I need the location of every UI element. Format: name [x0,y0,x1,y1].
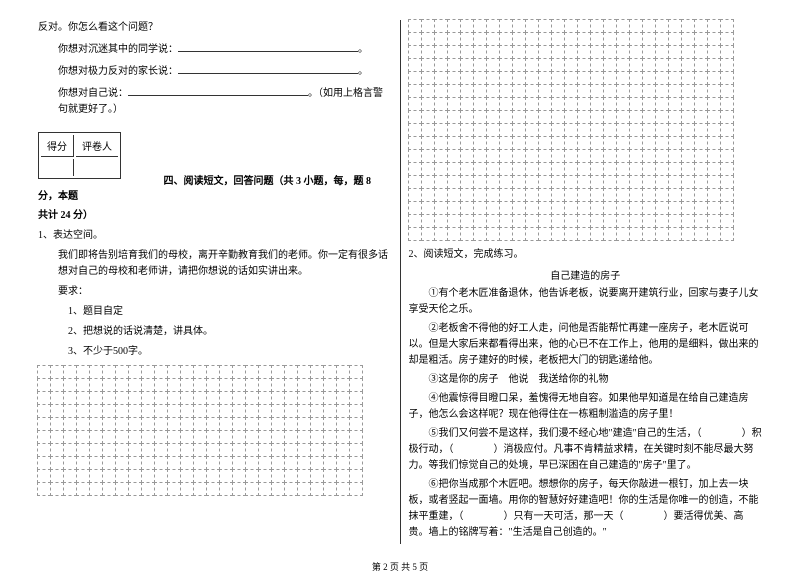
paragraph-4: ④他震惊得目瞪口呆，羞愧得无地自容。如果他早知道是在给自己建造房子，他怎么会这样… [409,391,763,423]
prompt2-label: 你想对极力反对的家长说： [58,66,178,77]
requirements-label: 要求： [38,284,392,300]
score-table: 得分 评卷人 [38,132,121,179]
score-cell-2[interactable] [76,159,118,176]
p5-part-c: ）消极应付。凡事不肯精益求精，在关键时刻不能尽最大努力。等我们惊觉自己的处境，早… [409,444,754,471]
left-column: 反对。你怎么看这个问题？ 你想对沉迷其中的同学说：。 你想对极力反对的家长说：。… [30,20,401,544]
req2: 2、把想说的话说清楚，讲具体。 [38,324,392,340]
section4-continued: 共计 24 分） [38,208,392,224]
req3: 3、不少于500字。 [38,344,392,360]
q1-number: 1、表达空间。 [38,228,392,244]
score-header-2: 评卷人 [76,135,118,157]
req1: 1、题目自定 [38,304,392,320]
writing-grid-right[interactable] [409,20,763,241]
p6-part-b: ）只有一天可活，那一天（ [504,511,624,522]
page-footer: 第 2 页 共 5 页 [0,554,800,579]
passage-title: 自己建造的房子 [409,267,763,282]
prompt-row-3: 你想对自己说：。（如用上格言警句就更好了。） [38,84,392,118]
question-intro: 反对。你怎么看这个问题？ [38,20,392,36]
prompt-row-1: 你想对沉迷其中的同学说：。 [38,40,392,58]
score-cell-1[interactable] [41,159,74,176]
p5-part-a: ⑤我们又何尝不是这样，我们漫不经心地"建造"自己的生活，（ [429,428,702,439]
q1-body: 我们即将告别培育我们的母校，离开辛勤教育我们的老师。你一定有很多话想对自己的母校… [38,248,392,280]
paragraph-6: ⑥把你当成那个木匠吧。想想你的房子，每天你敲进一根钉，加上去一块板，或者竖起一面… [409,477,763,541]
section4-title: 四、阅读短文，回答问题（共 3 小题，每，题 8 分，本题 [38,176,371,202]
q2-number: 2、阅读短文，完成练习。 [409,247,763,263]
score-header-1: 得分 [41,135,74,157]
paragraph-3: ③这是你的房子 他说 我送给你的礼物 [409,372,763,388]
right-column: 2、阅读短文，完成练习。 自己建造的房子 ①有个老木匠准备退休，他告诉老板，说要… [401,20,771,544]
blank-input-1[interactable] [178,40,358,52]
paragraph-2: ②老板舍不得他的好工人走，问他是否能帮忙再建一座房子，老木匠说可以。但是大家后来… [409,321,763,369]
blank-input-3[interactable] [128,84,308,96]
prompt-row-2: 你想对极力反对的家长说：。 [38,62,392,80]
paragraph-1: ①有个老木匠准备退休，他告诉老板，说要离开建筑行业，回家与妻子儿女享受天伦之乐。 [409,286,763,318]
prompt1-label: 你想对沉迷其中的同学说： [58,44,178,55]
writing-grid-left[interactable] [38,366,392,496]
blank-input-2[interactable] [178,62,358,74]
prompt3-label: 你想对自己说： [58,88,128,99]
paragraph-5: ⑤我们又何尝不是这样，我们漫不经心地"建造"自己的生活，（）积极行动，（）消极应… [409,426,763,474]
